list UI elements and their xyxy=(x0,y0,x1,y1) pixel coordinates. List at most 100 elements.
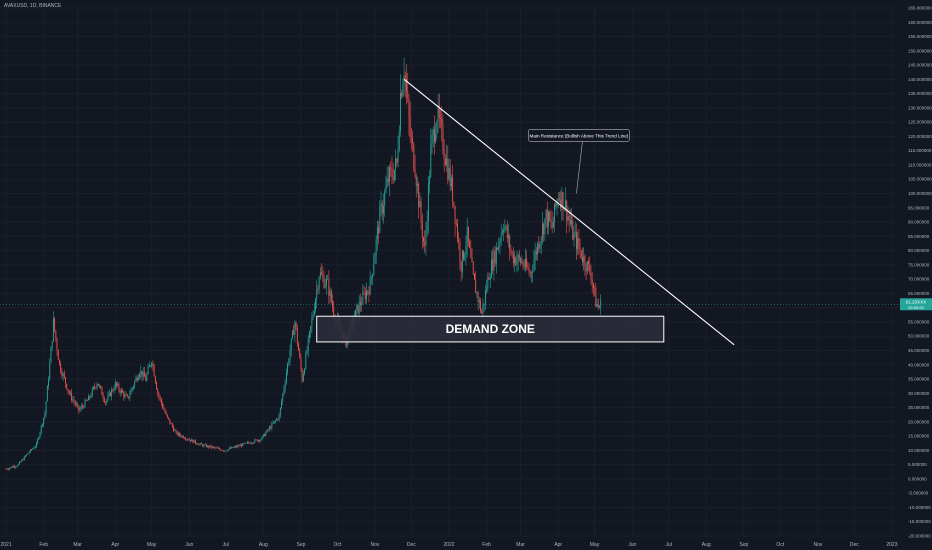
candle-body xyxy=(175,430,177,432)
candle-body xyxy=(6,468,8,470)
candle-body xyxy=(255,439,257,441)
candle-body xyxy=(261,436,263,440)
candle-body xyxy=(457,223,458,240)
candle-body xyxy=(437,105,439,122)
candle-body xyxy=(318,277,320,290)
candle-body xyxy=(259,440,261,441)
candle-body xyxy=(45,401,47,414)
candle-body xyxy=(493,250,495,271)
candle-body xyxy=(368,291,370,295)
candle-body xyxy=(35,443,37,447)
last-price-value: 61.23XXX xyxy=(906,299,926,304)
candle-body xyxy=(440,117,441,119)
candle-body xyxy=(233,446,235,448)
candle-body xyxy=(234,446,236,447)
candle-body xyxy=(160,398,162,404)
candle-body xyxy=(521,261,523,263)
candle-body xyxy=(463,250,465,260)
last-price-badge xyxy=(900,298,932,311)
candle-body xyxy=(26,454,28,456)
candle-body xyxy=(512,254,514,264)
candle-body xyxy=(481,311,483,314)
candle-body xyxy=(44,413,46,418)
candle-body xyxy=(228,447,230,450)
candle-body xyxy=(147,367,149,374)
candle-body xyxy=(475,279,477,294)
candle-body xyxy=(302,373,304,382)
candle-body xyxy=(222,450,224,452)
candle-body xyxy=(99,385,100,387)
candle-body xyxy=(412,138,414,144)
x-tick-label: Feb xyxy=(482,542,491,548)
y-tick-label: -20.000000 xyxy=(908,534,931,539)
candle-body xyxy=(480,300,482,312)
candle-body xyxy=(557,198,559,201)
candle-body xyxy=(133,386,134,388)
candle-body xyxy=(159,396,161,399)
candle-body xyxy=(113,389,115,391)
candle-body xyxy=(176,431,178,435)
candle-body xyxy=(43,417,45,425)
candle-body xyxy=(264,434,265,436)
candle-body xyxy=(213,446,215,448)
candle-body xyxy=(400,92,401,132)
candle-body xyxy=(508,235,509,238)
candle-body xyxy=(384,192,386,206)
candle-body xyxy=(429,176,431,184)
y-tick-label: 100.000000 xyxy=(908,191,932,196)
candle-body xyxy=(459,241,461,262)
y-tick-label: 15.000000 xyxy=(908,434,930,439)
candle-body xyxy=(406,78,407,91)
candle-body xyxy=(177,432,179,435)
candle-body xyxy=(101,387,103,396)
candle-body xyxy=(126,395,128,397)
y-tick-label: 150.000000 xyxy=(908,48,932,53)
candle-body xyxy=(221,450,223,452)
y-tick-label: -15.000000 xyxy=(908,519,931,524)
candle-body xyxy=(321,272,323,275)
candle-body xyxy=(123,392,125,398)
candle-body xyxy=(124,394,126,398)
y-tick-label: 75.000000 xyxy=(908,262,930,267)
candle-body xyxy=(558,198,560,200)
candle-body xyxy=(505,225,507,227)
candle-body xyxy=(253,442,255,444)
candle-body xyxy=(477,292,479,303)
candle-body xyxy=(277,418,279,420)
y-tick-label: 45.000000 xyxy=(908,348,930,353)
y-tick-label: 10.000000 xyxy=(908,448,930,453)
candle-body xyxy=(520,258,522,263)
y-tick-label: 145.000000 xyxy=(908,63,932,68)
candle-body xyxy=(296,328,298,344)
candle-body xyxy=(158,393,160,397)
candle-body xyxy=(449,167,451,187)
candle-body xyxy=(531,272,532,274)
candle-body xyxy=(239,444,241,447)
candle-body xyxy=(275,420,276,422)
candle-body xyxy=(29,449,31,453)
candle-body xyxy=(322,274,324,277)
candle-body xyxy=(52,317,54,341)
candle-body xyxy=(143,371,145,377)
x-tick-label: Dec xyxy=(850,542,859,548)
candle-body xyxy=(453,201,455,207)
candle-body xyxy=(262,434,264,437)
candle-body xyxy=(310,326,312,332)
candle-body xyxy=(575,232,577,250)
candle-body xyxy=(574,232,576,233)
candle-body xyxy=(447,158,449,180)
y-tick-label: 55.000000 xyxy=(908,319,930,324)
x-tick-label: Jun xyxy=(185,542,193,548)
candle-body xyxy=(85,400,87,401)
candle-body xyxy=(538,243,540,249)
x-tick-label: Mar xyxy=(73,542,82,548)
x-tick-label: Jun xyxy=(628,542,636,548)
candle-body xyxy=(232,446,234,448)
candle-body xyxy=(80,406,82,409)
candle-body xyxy=(397,149,399,163)
candle-body xyxy=(265,432,267,436)
candle-body xyxy=(499,240,501,244)
y-tick-label: 25.000000 xyxy=(908,405,930,410)
last-price-timer: 00:00:00 xyxy=(908,305,924,310)
candle-body xyxy=(375,238,377,255)
